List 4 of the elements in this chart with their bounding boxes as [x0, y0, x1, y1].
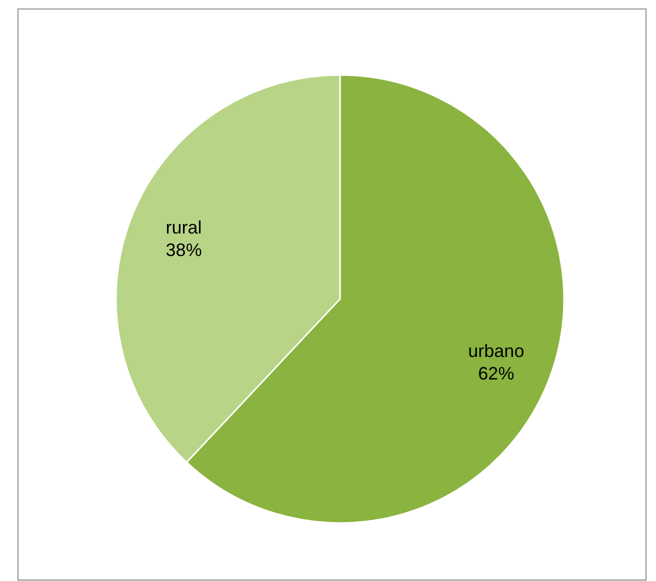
data-label: 62%: [478, 364, 514, 384]
slice-label: urbano: [468, 341, 524, 362]
data-label: 38%: [166, 240, 202, 260]
slice-label: rural: [166, 218, 202, 238]
